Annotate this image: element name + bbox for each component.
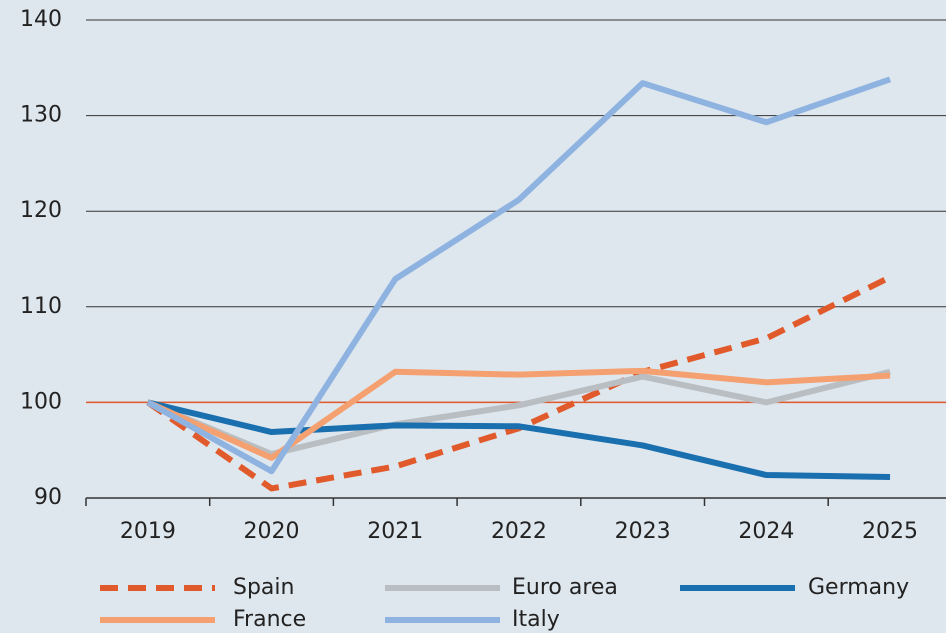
x-tick-label: 2023 <box>615 519 671 544</box>
y-tick-label: 140 <box>20 7 62 32</box>
x-tick-label: 2019 <box>120 519 176 544</box>
legend-label: Euro area <box>512 575 618 600</box>
series-line <box>146 367 891 461</box>
legend-label: Italy <box>512 607 560 632</box>
x-tick-label: 2024 <box>738 519 794 544</box>
y-tick-label: 130 <box>20 103 62 128</box>
legend-label: Germany <box>808 575 909 600</box>
series-line <box>146 76 892 475</box>
series-line <box>146 368 891 458</box>
x-tick-label: 2021 <box>367 519 423 544</box>
y-tick-label: 120 <box>20 198 62 223</box>
y-tick-label: 100 <box>20 389 62 414</box>
legend-label: France <box>233 607 306 632</box>
legend-label: Spain <box>233 575 294 600</box>
x-tick-label: 2022 <box>491 519 547 544</box>
x-tick-label: 2020 <box>244 519 300 544</box>
y-tick-label: 110 <box>20 294 62 319</box>
y-tick-label: 90 <box>34 485 62 510</box>
series-line <box>147 399 891 480</box>
x-tick-label: 2025 <box>862 519 918 544</box>
